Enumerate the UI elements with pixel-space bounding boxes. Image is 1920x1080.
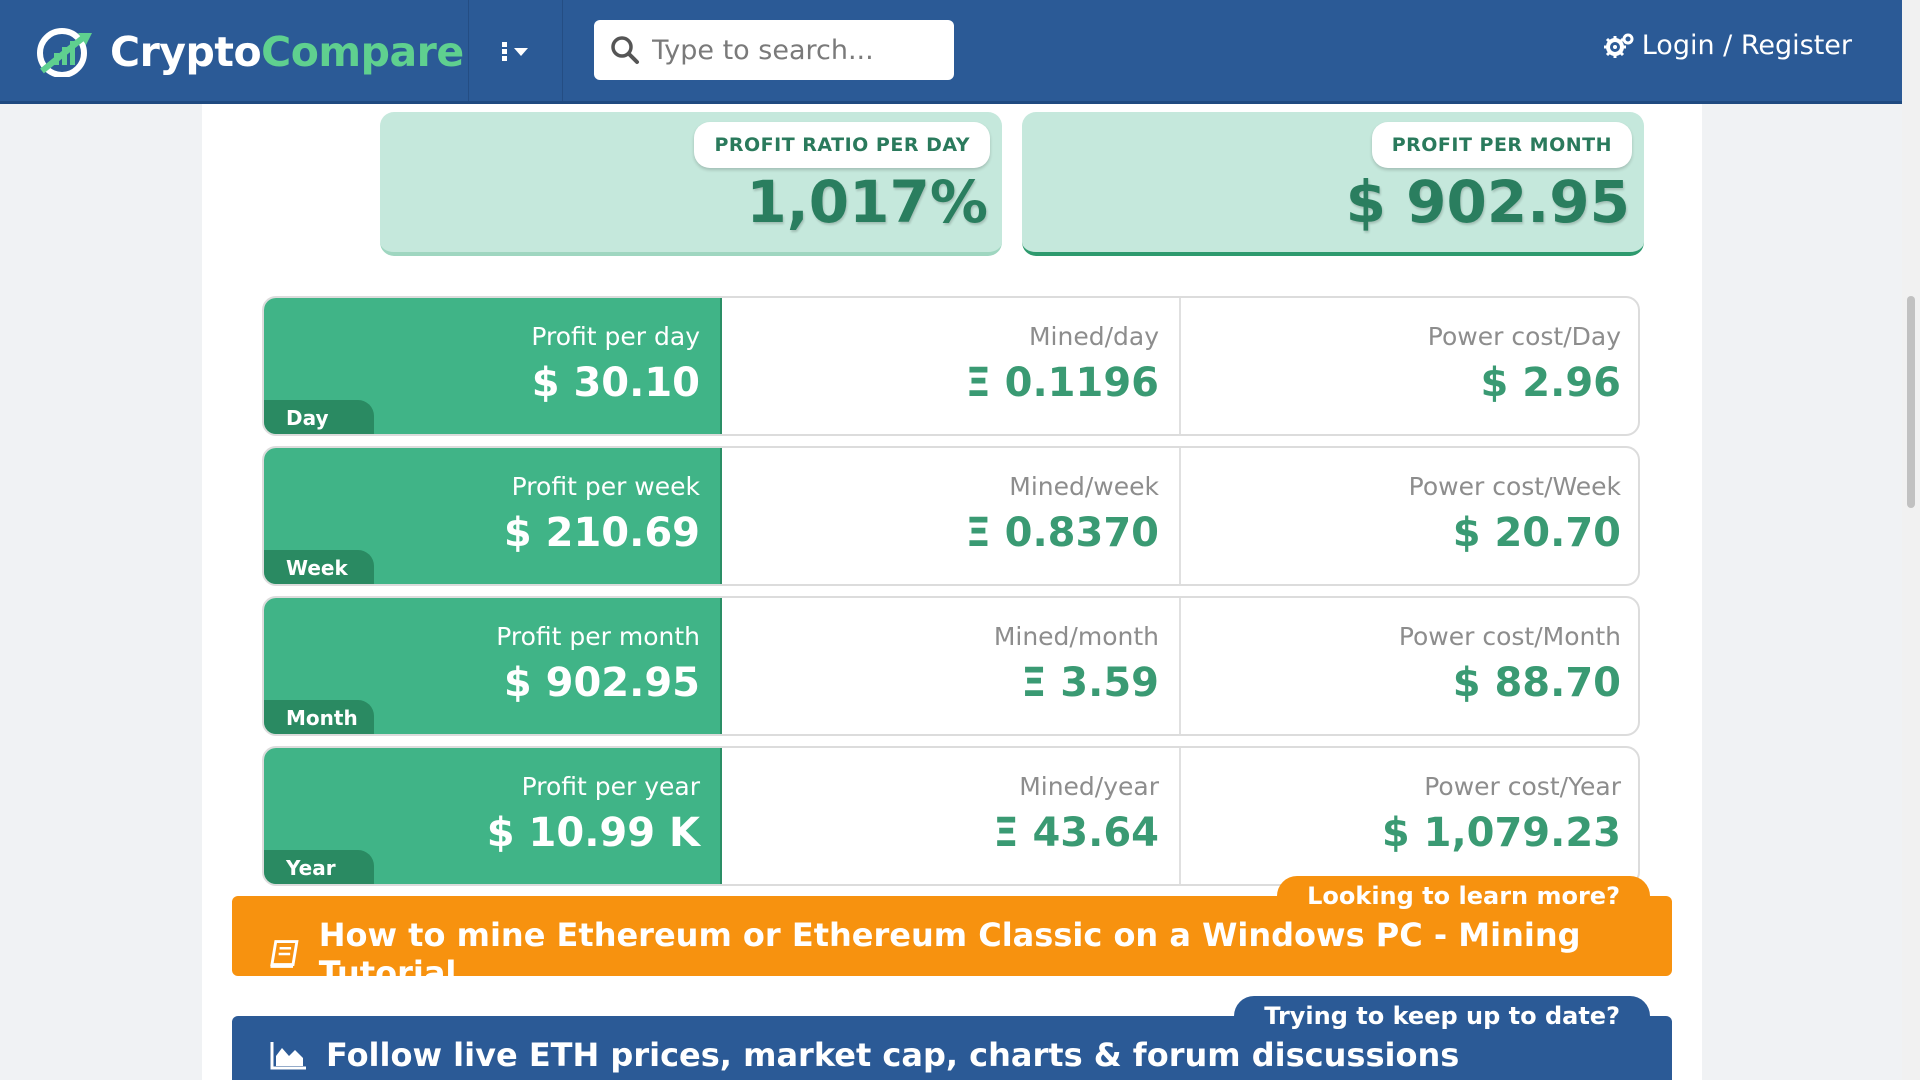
profit-cell: Profit per week $ 210.69 Week	[264, 448, 722, 584]
mined-cell: Mined/month Ξ 3.59	[722, 598, 1181, 734]
profit-cell: Profit per year $ 10.99 K Year	[264, 748, 722, 884]
mined-cell: Mined/day Ξ 0.1196	[722, 298, 1181, 434]
period-tag: Day	[264, 400, 374, 434]
mined-label: Mined/day	[1028, 322, 1159, 351]
mined-value: Ξ 0.8370	[965, 510, 1159, 556]
logo-text-compare: Compare	[261, 28, 464, 76]
login-register-link[interactable]: Login / Register	[1603, 30, 1852, 61]
logo-text: CryptoCompare	[110, 28, 464, 76]
profit-label: Profit per day	[531, 322, 700, 351]
vertical-dots-caret-icon	[502, 41, 528, 61]
mined-value: Ξ 43.64	[993, 810, 1159, 856]
gears-icon	[1603, 33, 1634, 58]
header-divider	[468, 0, 469, 101]
power-cost-value: $ 20.70	[1452, 510, 1621, 556]
power-cost-cell: Power cost/Week $ 20.70	[1182, 448, 1638, 584]
search-box[interactable]	[594, 20, 954, 80]
power-cost-label: Power cost/Week	[1408, 472, 1621, 501]
power-cost-label: Power cost/Day	[1427, 322, 1621, 351]
power-cost-label: Power cost/Year	[1424, 772, 1621, 801]
profit-row-week: Profit per week $ 210.69 Week Mined/week…	[262, 446, 1640, 586]
follow-link-text: Follow live ETH prices, market cap, char…	[326, 1036, 1460, 1074]
profit-row-day: Profit per day $ 30.10 Day Mined/day Ξ 0…	[262, 296, 1640, 436]
mined-label: Mined/month	[993, 622, 1159, 651]
power-cost-value: $ 88.70	[1452, 660, 1621, 706]
power-cost-cell: Power cost/Month $ 88.70	[1182, 598, 1638, 734]
tutorial-link-text: How to mine Ethereum or Ethereum Classic…	[318, 916, 1581, 992]
mined-value: Ξ 0.1196	[965, 360, 1159, 406]
profit-cell: Profit per month $ 902.95 Month	[264, 598, 722, 734]
power-cost-cell: Power cost/Year $ 1,079.23	[1182, 748, 1638, 884]
profit-row-month: Profit per month $ 902.95 Month Mined/mo…	[262, 596, 1640, 736]
profit-label: Profit per month	[496, 622, 700, 651]
profit-ratio-value: 1,017%	[746, 168, 988, 236]
tutorial-link[interactable]: How to mine Ethereum or Ethereum Classic…	[270, 916, 1672, 992]
page-scrollbar[interactable]	[1902, 0, 1920, 1080]
book-icon	[270, 940, 299, 968]
profit-label: Profit per year	[521, 772, 700, 801]
profit-month-card: PROFIT PER MONTH $ 902.95	[1022, 112, 1644, 256]
keep-up-to-date-tab: Trying to keep up to date?	[1234, 996, 1650, 1040]
follow-eth-banner[interactable]: Trying to keep up to date? Follow live E…	[232, 996, 1672, 1080]
scrollbar-thumb[interactable]	[1907, 296, 1915, 508]
logo-text-crypto: Crypto	[110, 28, 262, 76]
period-tag: Week	[264, 550, 374, 584]
profit-ratio-card: PROFIT RATIO PER DAY 1,017%	[380, 112, 1002, 256]
learn-more-tab: Looking to learn more?	[1277, 876, 1650, 920]
mined-cell: Mined/year Ξ 43.64	[722, 748, 1181, 884]
profit-row-year: Profit per year $ 10.99 K Year Mined/yea…	[262, 746, 1640, 886]
mined-value: Ξ 3.59	[1021, 660, 1159, 706]
power-cost-cell: Power cost/Day $ 2.96	[1182, 298, 1638, 434]
login-register-label: Login / Register	[1641, 30, 1852, 61]
profit-label: Profit per week	[511, 472, 700, 501]
mined-cell: Mined/week Ξ 0.8370	[722, 448, 1181, 584]
profit-value: $ 902.95	[503, 660, 700, 706]
profit-value: $ 210.69	[503, 510, 700, 556]
mined-label: Mined/week	[1009, 472, 1159, 501]
profit-value: $ 30.10	[531, 360, 700, 406]
area-chart-icon	[270, 1042, 306, 1070]
period-tag: Month	[264, 700, 374, 734]
logo-chart-icon	[34, 27, 104, 78]
power-cost-value: $ 1,079.23	[1381, 810, 1621, 856]
more-menu-button[interactable]	[470, 0, 562, 101]
mining-tutorial-banner[interactable]: Looking to learn more? How to mine Ether…	[232, 876, 1672, 992]
profit-month-value: $ 902.95	[1345, 168, 1630, 236]
top-navbar: CryptoCompare Login / Register	[0, 0, 1902, 104]
power-cost-label: Power cost/Month	[1398, 622, 1621, 651]
profit-value: $ 10.99 K	[486, 810, 700, 856]
search-input[interactable]	[652, 34, 942, 66]
power-cost-value: $ 2.96	[1480, 360, 1621, 406]
header-divider	[562, 0, 563, 101]
period-tag: Year	[264, 850, 374, 884]
profit-cell: Profit per day $ 30.10 Day	[264, 298, 722, 434]
profit-ratio-label: PROFIT RATIO PER DAY	[694, 122, 990, 168]
follow-link[interactable]: Follow live ETH prices, market cap, char…	[270, 1036, 1459, 1074]
cryptocompare-logo[interactable]: CryptoCompare	[34, 26, 464, 78]
search-icon	[611, 36, 639, 64]
mined-label: Mined/year	[1019, 772, 1159, 801]
profit-month-label: PROFIT PER MONTH	[1371, 122, 1632, 168]
